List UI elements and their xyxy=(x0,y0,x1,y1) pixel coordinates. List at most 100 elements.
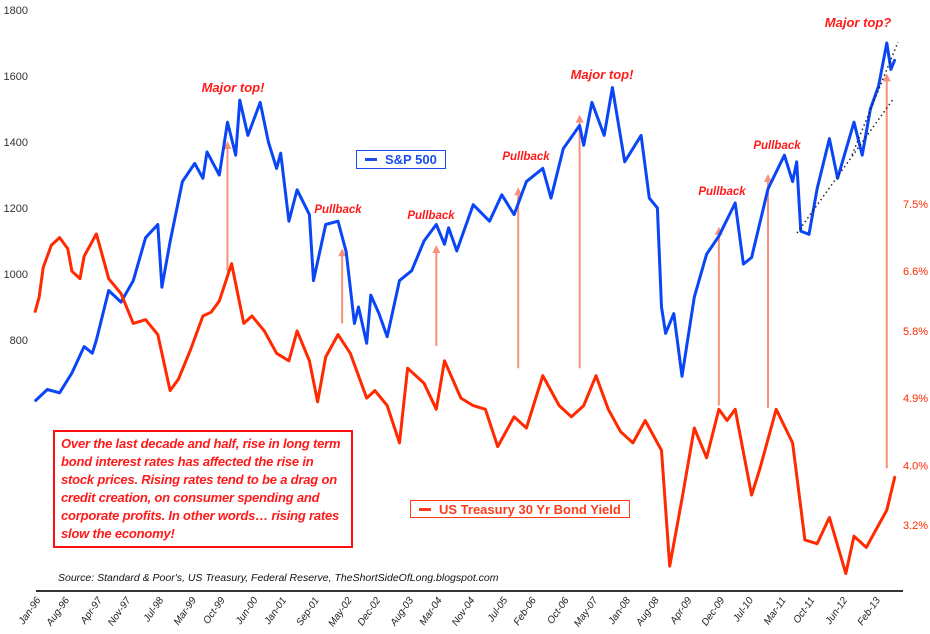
x-tick-label: Jun-00 xyxy=(233,595,260,628)
sp500-point xyxy=(378,312,380,315)
sp500-point xyxy=(259,101,262,104)
bond-yield-point xyxy=(632,442,634,444)
bond-yield-point xyxy=(816,542,818,545)
sp500-point xyxy=(447,227,450,229)
x-tick-label: Apr-09 xyxy=(668,595,695,627)
commentary-box: Over the last decade and half, rise in l… xyxy=(53,430,353,548)
bond-yield-point xyxy=(853,535,855,537)
bond-yield-point xyxy=(791,442,794,444)
bond-yield-point xyxy=(513,415,515,418)
bond-yield-point xyxy=(775,408,777,411)
sp500-point xyxy=(472,203,474,206)
x-tick-label: Feb-06 xyxy=(512,595,539,628)
bond-yield-point xyxy=(845,572,847,575)
bond-yield-point xyxy=(660,449,663,452)
bond-yield-point xyxy=(668,565,671,567)
bond-yield-point xyxy=(132,322,135,325)
annotation-label: Pullback xyxy=(314,204,362,216)
bond-yield-point xyxy=(443,359,446,362)
sp500-point xyxy=(279,152,282,155)
sp500-point xyxy=(562,147,565,150)
bond-yield-point xyxy=(828,516,831,519)
bond-yield-point xyxy=(34,311,36,314)
bond-yield-point xyxy=(58,236,61,239)
sp500-point xyxy=(853,121,855,123)
bond-yield-point xyxy=(398,442,401,444)
sp500-point xyxy=(861,154,863,156)
sp500-point xyxy=(169,240,171,243)
bond-yield-point xyxy=(251,315,253,317)
bond-yield-point xyxy=(103,262,106,265)
x-tick-label: Mar-11 xyxy=(762,595,789,627)
x-tick-label: Sep-01 xyxy=(294,595,322,628)
sp500-point xyxy=(611,86,614,89)
arrow-head xyxy=(514,187,523,196)
sp500-point xyxy=(693,296,696,298)
bond-yield-point xyxy=(877,524,880,526)
bond-yield-point xyxy=(42,266,44,269)
sp500-point xyxy=(455,250,458,252)
annotation-label: Pullback xyxy=(502,151,550,163)
sp500-point xyxy=(91,352,94,355)
bond-yield-point xyxy=(386,404,388,407)
sp500-point xyxy=(513,213,515,216)
bond-yield-point xyxy=(484,408,487,411)
sp500-point xyxy=(750,256,753,259)
sp500-point xyxy=(681,375,683,378)
sp500-point xyxy=(885,42,888,44)
sp500-point xyxy=(120,301,122,303)
bond-yield-point xyxy=(759,468,761,470)
sp500-point xyxy=(591,101,593,104)
bond-yield-point xyxy=(750,494,753,496)
sp500-point xyxy=(795,161,798,163)
sp500-point xyxy=(238,99,241,101)
sp500-point xyxy=(365,342,368,345)
sp500-point xyxy=(734,202,737,204)
bond-yield-point xyxy=(107,277,110,280)
bond-yield-point xyxy=(734,408,737,411)
x-tick-label: Jul-98 xyxy=(141,595,166,625)
sp500-point xyxy=(423,240,425,242)
sp500-point xyxy=(894,58,896,61)
x-tick-label: Aug-08 xyxy=(634,595,662,629)
bond-yield-point xyxy=(71,270,73,272)
y-left-tick-label: 1200 xyxy=(4,203,28,215)
sp500-point xyxy=(218,174,221,176)
y-right-tick-label: 3.2% xyxy=(903,520,928,532)
bond-yield-point xyxy=(66,247,69,250)
bond-yield-point xyxy=(157,333,159,336)
bond-yield-point xyxy=(558,404,560,407)
sp500-point xyxy=(132,279,135,282)
sp500-point xyxy=(206,151,208,153)
bond-yield-point xyxy=(804,539,806,541)
sp500-point xyxy=(161,286,163,289)
sp500-point xyxy=(582,144,585,147)
bond-yield-point xyxy=(406,367,409,370)
bond-yield-point xyxy=(120,292,122,295)
bond-yield-line xyxy=(33,232,897,575)
bond-yield-point xyxy=(595,374,597,377)
annotation-label: Pullback xyxy=(698,186,746,198)
sp500-point xyxy=(296,189,298,191)
bond-yield-point xyxy=(693,427,696,429)
sp500-point xyxy=(501,194,503,196)
bond-yield-point xyxy=(210,311,212,314)
sp500-point xyxy=(226,121,229,123)
arrow-head xyxy=(338,248,347,257)
y-right-tick-label: 7.5% xyxy=(903,199,928,211)
x-tick-label: Aug-03 xyxy=(388,595,416,629)
bond-yield-point xyxy=(95,233,98,235)
bond-yield-point xyxy=(582,404,585,407)
y-right-tick-label: 5.8% xyxy=(903,326,928,338)
bond-yield-point xyxy=(337,333,339,336)
sp500-point xyxy=(337,220,339,222)
sp500-point xyxy=(157,223,159,226)
bond-yield-point xyxy=(894,475,896,478)
y-left-tick-label: 1800 xyxy=(4,5,28,17)
bond-yield-point xyxy=(324,356,327,358)
arrow-head xyxy=(223,141,232,149)
bond-yield-point xyxy=(472,404,474,407)
sp500-point xyxy=(193,162,196,165)
bond-yield-point xyxy=(644,419,646,422)
